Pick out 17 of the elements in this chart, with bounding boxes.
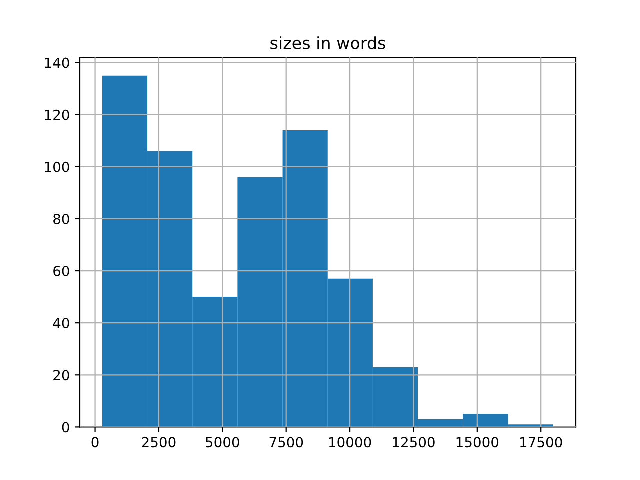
- y-tick-label: 120: [45, 110, 70, 120]
- x-tick-label: 7500: [270, 437, 304, 448]
- y-tick-label: 80: [54, 214, 70, 224]
- x-tick-label: 12500: [393, 437, 435, 448]
- x-tick-label: 0: [92, 437, 99, 448]
- x-tick-label: 17500: [520, 437, 562, 448]
- x-tick-label: 2500: [142, 437, 176, 448]
- chart-title: sizes in words: [270, 36, 386, 50]
- y-tick-label: 40: [53, 318, 70, 329]
- x-tick-label: 5000: [206, 437, 240, 448]
- y-tick-label: 100: [45, 162, 70, 172]
- x-tick-label: 10000: [329, 437, 372, 448]
- y-tick-label: 140: [45, 58, 70, 68]
- x-tick-label: 15000: [456, 437, 499, 448]
- y-tick-label: 20: [54, 370, 70, 381]
- y-tick-label: 0: [62, 422, 70, 433]
- y-tick-label: 60: [54, 266, 70, 277]
